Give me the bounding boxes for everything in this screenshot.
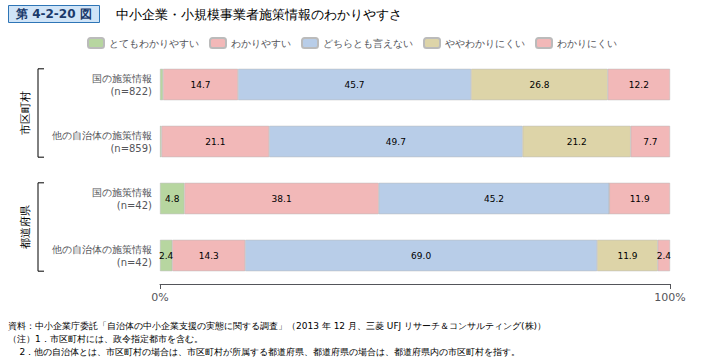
svg-text:(n=42): (n=42) <box>117 200 152 211</box>
svg-text:国の施策情報: 国の施策情報 <box>92 73 152 84</box>
svg-text:2.4: 2.4 <box>657 251 672 261</box>
svg-text:11.9: 11.9 <box>617 251 637 261</box>
svg-text:45.7: 45.7 <box>345 80 365 90</box>
svg-text:4.8: 4.8 <box>165 194 180 204</box>
svg-text:どちらとも言えない: どちらとも言えない <box>323 38 413 49</box>
svg-text:国の施策情報: 国の施策情報 <box>92 187 152 198</box>
svg-text:ややわかりにくい: ややわかりにくい <box>445 38 525 49</box>
svg-text:14.3: 14.3 <box>199 251 219 261</box>
svg-text:都道府県: 都道府県 <box>19 205 32 249</box>
svg-text:100%: 100% <box>654 291 685 304</box>
svg-text:他の自治体の施策情報: 他の自治体の施策情報 <box>52 130 152 141</box>
svg-text:とてもわかりやすい: とてもわかりやすい <box>109 38 199 49</box>
svg-text:2．他の自治体とは、市区町村の場合は、市区町村が所属する都道: 2．他の自治体とは、市区町村の場合は、市区町村が所属する都道府県、都道府県の場合… <box>8 347 520 357</box>
svg-text:49.7: 49.7 <box>386 137 406 147</box>
svg-text:（注）1．市区町村には、政令指定都市を含む。: （注）1．市区町村には、政令指定都市を含む。 <box>8 334 203 344</box>
svg-text:12.2: 12.2 <box>629 80 649 90</box>
svg-text:38.1: 38.1 <box>272 194 292 204</box>
svg-text:第 4-2-20 図: 第 4-2-20 図 <box>15 7 92 21</box>
svg-text:14.7: 14.7 <box>191 80 211 90</box>
svg-text:中小企業・小規模事業者施策情報のわかりやすさ: 中小企業・小規模事業者施策情報のわかりやすさ <box>116 7 402 22</box>
svg-text:わかりやすい: わかりやすい <box>231 38 291 49</box>
svg-text:11.9: 11.9 <box>630 194 650 204</box>
svg-text:2.4: 2.4 <box>159 251 174 261</box>
svg-text:(n=822): (n=822) <box>110 86 152 97</box>
svg-text:資料：中小企業庁委託「自治体の中小企業支援の実態に関する調査: 資料：中小企業庁委託「自治体の中小企業支援の実態に関する調査」（2013 年 1… <box>8 321 546 331</box>
svg-text:26.8: 26.8 <box>529 80 549 90</box>
svg-text:(n=42): (n=42) <box>117 257 152 268</box>
svg-text:7.7: 7.7 <box>643 137 657 147</box>
svg-text:21.1: 21.1 <box>205 137 225 147</box>
svg-text:わかりにくい: わかりにくい <box>557 38 617 49</box>
svg-text:(n=859): (n=859) <box>110 143 152 154</box>
svg-text:他の自治体の施策情報: 他の自治体の施策情報 <box>52 244 152 255</box>
svg-text:45.2: 45.2 <box>484 194 504 204</box>
svg-text:0%: 0% <box>151 291 168 304</box>
svg-text:市区町村: 市区町村 <box>19 91 32 135</box>
svg-text:69.0: 69.0 <box>411 251 431 261</box>
svg-text:21.2: 21.2 <box>567 137 587 147</box>
